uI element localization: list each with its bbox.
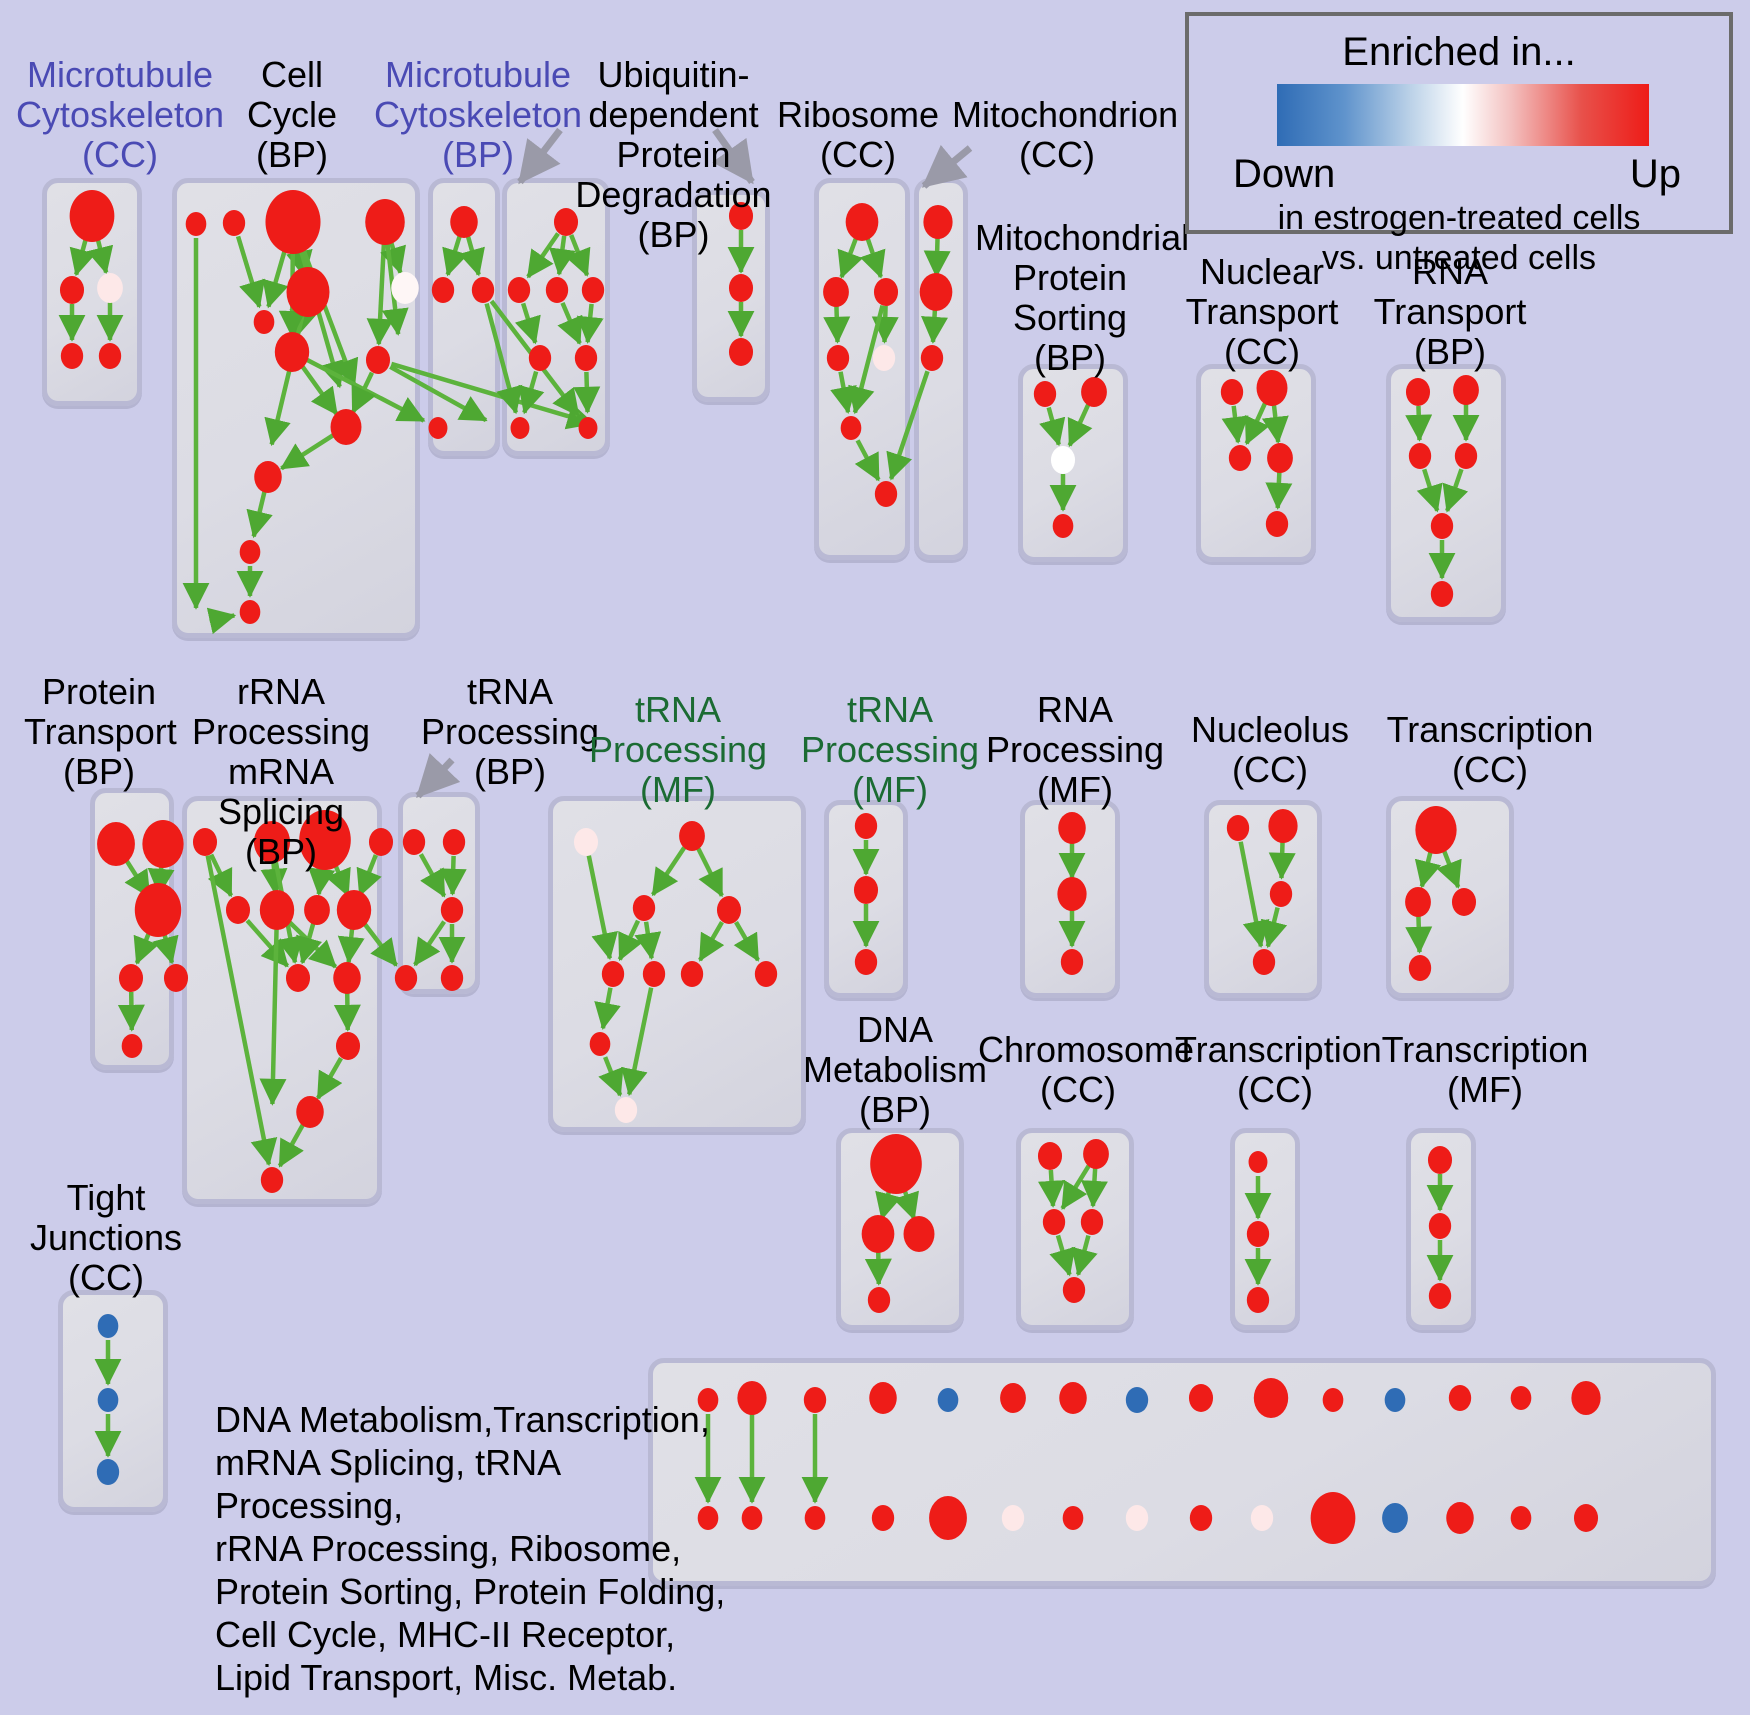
cluster-panel-dna-metabolism-bp[interactable]: [836, 1128, 964, 1330]
cluster-label-trna-processing-mf-small: tRNA Processing (MF): [800, 689, 980, 810]
legend-up-label: Up: [1629, 152, 1681, 196]
cluster-label-rna-processing-mf: RNA Processing (MF): [985, 689, 1165, 810]
cluster-panel-trna-processing-mf-large[interactable]: [548, 796, 806, 1132]
cluster-label-trna-processing-bp: tRNA Processing (BP): [420, 671, 600, 792]
cluster-label-tight-junctions-cc: Tight Junctions (CC): [29, 1177, 183, 1298]
cluster-panel-transcription-cc2[interactable]: [1230, 1128, 1300, 1330]
cluster-panel-cell-cycle-bp[interactable]: [172, 178, 420, 638]
cluster-panel-transcription-cc[interactable]: [1386, 796, 1514, 998]
cluster-panel-mitochondrion-cc[interactable]: [914, 178, 968, 560]
cluster-panel-microtubule-cytoskeleton-cc[interactable]: [42, 178, 142, 406]
cluster-label-dna-metabolism-bp: DNA Metabolism (BP): [802, 1009, 988, 1130]
cluster-panel-trna-processing-bp[interactable]: [398, 792, 480, 994]
cluster-label-mitochondrion-cc: Mitochondrion (CC): [952, 94, 1179, 175]
cluster-label-transcription-cc: Transcription (CC): [1386, 709, 1594, 790]
cluster-panel-nucleolus-cc[interactable]: [1204, 800, 1322, 998]
cluster-label-microtubule-cytoskeleton-bp: Microtubule Cytoskeleton (BP): [373, 54, 583, 175]
cluster-panel-protein-transport-bp[interactable]: [90, 788, 174, 1070]
cluster-panel-misc-wide-panel[interactable]: [648, 1358, 1716, 1586]
cluster-label-rna-transport-bp: RNA Transport (BP): [1373, 251, 1527, 372]
cluster-panel-transcription-mf[interactable]: [1406, 1128, 1476, 1330]
cluster-panel-rna-transport-bp[interactable]: [1386, 364, 1506, 622]
cluster-panel-tight-junctions-cc[interactable]: [58, 1290, 168, 1512]
legend-box: Enriched in... Down Up in estrogen-treat…: [1185, 12, 1733, 277]
cluster-panel-microtubule-cytoskeleton-bp[interactable]: [428, 178, 500, 456]
cluster-label-transcription-mf: Transcription (MF): [1381, 1029, 1589, 1110]
cluster-panel-trna-processing-mf-small[interactable]: [824, 800, 908, 998]
cluster-panel-rna-processing-mf[interactable]: [1020, 800, 1120, 998]
cluster-panel-ribosome-cc[interactable]: [814, 178, 910, 560]
cluster-label-ribosome-cc: Ribosome (CC): [776, 94, 940, 175]
legend-title: Enriched in...: [1342, 30, 1576, 74]
cluster-label-cell-cycle-bp: Cell Cycle (BP): [246, 54, 338, 175]
cluster-label-mitochondrial-protein-sorting-bp: Mitochondrial Protein Sorting (BP): [975, 217, 1190, 378]
cluster-label-trna-processing-mf-large: tRNA Processing (MF): [588, 689, 768, 810]
color-scale-bar: [1277, 84, 1649, 146]
cluster-panel-nuclear-transport-cc[interactable]: [1196, 364, 1316, 562]
cluster-label-nucleolus-cc: Nucleolus (CC): [1190, 709, 1350, 790]
cluster-panel-mitochondrial-protein-sorting-bp[interactable]: [1018, 364, 1128, 562]
cluster-label-rrna-mrna-splicing-bp: rRNA Processing mRNA Splicing (BP): [191, 671, 371, 872]
legend-down-label: Down: [1233, 152, 1336, 196]
cluster-list-text: DNA Metabolism,Transcription, mRNA Splic…: [215, 1399, 726, 1698]
cluster-label-microtubule-cytoskeleton-cc: Microtubule Cytoskeleton (CC): [15, 54, 225, 175]
cluster-label-protein-transport-bp: Protein Transport (BP): [24, 671, 177, 792]
cluster-panel-chromosome-cc[interactable]: [1016, 1128, 1134, 1330]
cluster-label-chromosome-cc: Chromosome (CC): [978, 1029, 1195, 1110]
cluster-label-nuclear-transport-cc: Nuclear Transport (CC): [1185, 251, 1339, 372]
legend-subtitle: in estrogen-treated cells vs. untreated …: [1277, 199, 1641, 277]
cluster-label-ubiquitin-protein-degradation-bp: Ubiquitin- dependent Protein Degradation…: [575, 54, 772, 255]
cluster-label-transcription-cc2: Transcription (CC): [1175, 1029, 1382, 1110]
